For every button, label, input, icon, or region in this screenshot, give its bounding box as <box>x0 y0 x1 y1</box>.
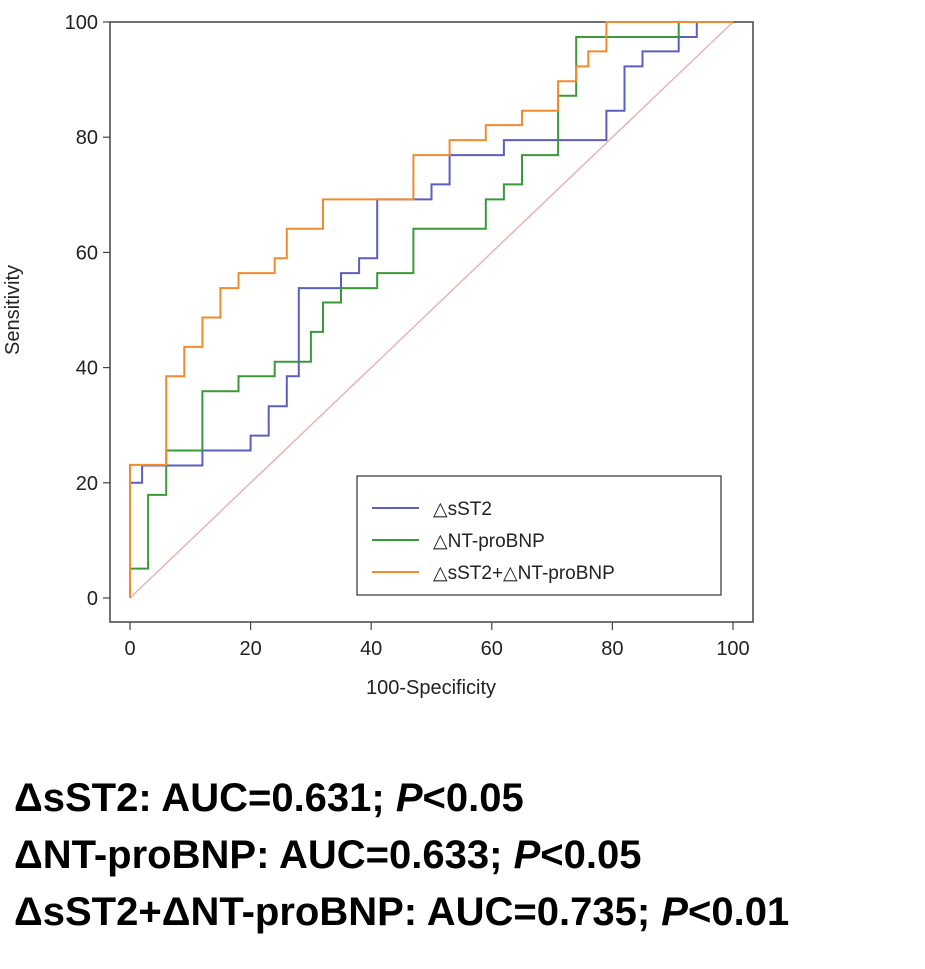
legend-label-combined: △sST2+△NT-proBNP <box>433 563 615 584</box>
roc-chart: 0 20 40 60 80 100 0 20 40 60 80 100 Sensitivity 100… <box>2 12 754 699</box>
stat-label: ΔsST2+ΔNT-proBNP: AUC=0.735; <box>14 890 662 934</box>
stat-line-combined: ΔsST2+ΔNT-proBNP: AUC=0.735; P<0.01 <box>14 884 789 941</box>
p-symbol: P <box>661 890 688 934</box>
stat-label: ΔsST2: AUC=0.631; <box>14 776 396 820</box>
p-value: <0.01 <box>687 890 790 934</box>
x-tick-label: 0 <box>124 638 135 660</box>
y-tick-label: 0 <box>87 588 98 610</box>
legend-label-sst2: △sST2 <box>433 499 492 520</box>
legend-box <box>356 475 722 596</box>
legend: △sST2 △NT-proBNP △sST2+△NT-proBNP <box>356 475 722 596</box>
reference-diagonal-line <box>129 21 734 599</box>
y-tick-label: 40 <box>76 358 98 380</box>
roc-curve-combined <box>129 21 733 598</box>
y-axis-label: Sensitivity <box>2 265 24 355</box>
x-tick-label: 60 <box>481 638 503 660</box>
x-tick-label: 100 <box>716 638 749 660</box>
stat-line-sst2: ΔsST2: AUC=0.631; P<0.05 <box>14 770 789 827</box>
roc-curve-ntprobnp <box>129 21 733 598</box>
p-value: <0.05 <box>540 833 642 877</box>
stat-label: ΔNT-proBNP: AUC=0.633; <box>14 833 514 877</box>
x-tick-label: 80 <box>601 638 623 660</box>
x-tick-label: 20 <box>239 638 261 660</box>
y-tick-label: 80 <box>76 127 98 149</box>
y-tick-label: 60 <box>76 242 98 264</box>
legend-label-ntprobnp: △NT-proBNP <box>433 531 545 552</box>
x-axis-label: 100-Specificity <box>366 677 496 699</box>
y-tick-label: 20 <box>76 473 98 495</box>
auc-stats: ΔsST2: AUC=0.631; P<0.05 ΔNT-proBNP: AUC… <box>14 770 789 941</box>
y-tick-label: 100 <box>65 12 98 34</box>
p-symbol: P <box>395 776 423 820</box>
stat-line-ntprobnp: ΔNT-proBNP: AUC=0.633; P<0.05 <box>14 827 789 884</box>
x-tick-label: 40 <box>360 638 382 660</box>
p-value: <0.05 <box>422 776 524 820</box>
p-symbol: P <box>513 833 541 877</box>
